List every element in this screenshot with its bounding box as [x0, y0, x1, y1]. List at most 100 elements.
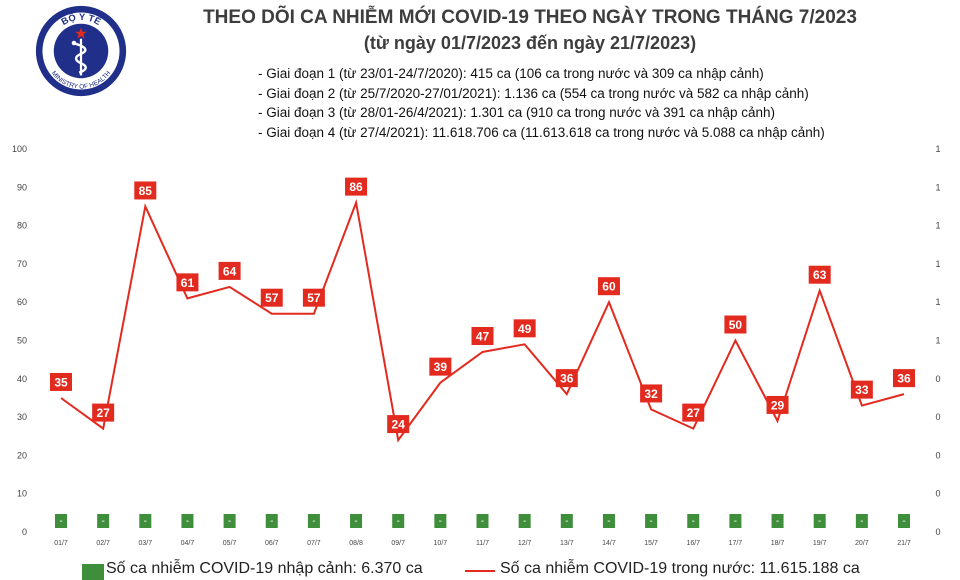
phase-3-text: - Giai đoạn 3 (từ 28/01-26/4/2021): 1.30… — [258, 105, 776, 120]
import-case-bar-label: - — [902, 516, 905, 527]
import-case-bar — [392, 514, 405, 528]
import-case-bar — [55, 514, 67, 528]
left-axis-tick-label: 10 — [17, 489, 27, 499]
domestic-data-label: 32 — [644, 387, 658, 401]
domestic-data-label-box — [808, 265, 831, 284]
right-axis-tick-label: 1 — [935, 297, 940, 307]
import-case-bar — [813, 514, 826, 528]
domestic-data-label-box — [766, 395, 789, 414]
import-case-bar-label: - — [439, 516, 442, 527]
caduceus-icon — [71, 27, 87, 76]
domestic-data-label-box — [92, 403, 115, 422]
right-axis-tick-label: 0 — [935, 412, 940, 422]
chart-legend: Số ca nhiễm COVID-19 nhập cảnh: 6.370 ca… — [0, 556, 960, 580]
right-axis-tick-label: 1 — [935, 144, 940, 154]
import-case-bar-label: - — [59, 516, 62, 527]
import-case-bar-label: - — [860, 516, 863, 527]
import-case-bar-label: - — [186, 516, 189, 527]
domestic-data-label: 57 — [265, 291, 279, 305]
domestic-data-label-box — [640, 384, 663, 403]
domestic-data-label-box — [471, 326, 494, 345]
legend-bar-swatch — [82, 564, 104, 580]
domestic-data-label-box — [302, 288, 325, 307]
x-axis-tick-label: 12/7 — [518, 540, 532, 547]
import-case-bar-label: - — [818, 516, 821, 527]
import-case-bar-label: - — [565, 516, 568, 527]
import-case-bar-label: - — [776, 516, 779, 527]
right-axis-tick-label: 0 — [935, 374, 940, 384]
domestic-data-label-box — [555, 369, 578, 388]
import-case-bar-label: - — [101, 516, 104, 527]
x-axis-tick-label: 11/7 — [476, 540, 489, 547]
domestic-data-label: 39 — [434, 360, 448, 374]
right-axis-tick-label: 0 — [935, 450, 940, 460]
import-case-bar-label: - — [354, 516, 357, 527]
import-case-bar-label: - — [228, 516, 231, 527]
import-case-bar-label: - — [523, 516, 526, 527]
x-axis-tick-label: 17/7 — [729, 540, 743, 547]
x-axis-tick-label: 04/7 — [181, 540, 195, 547]
left-axis-tick-label: 50 — [17, 336, 27, 346]
domestic-data-label-box — [50, 372, 72, 391]
right-axis-tick-label: 1 — [935, 182, 940, 192]
left-axis-tick-label: 60 — [17, 297, 27, 307]
domestic-data-label: 57 — [307, 291, 321, 305]
legend-bar-label: Số ca nhiễm COVID-19 nhập cảnh: 6.370 ca — [106, 560, 423, 577]
x-axis-tick-label: 15/7 — [644, 540, 658, 547]
domestic-cases-line — [60, 198, 905, 443]
x-axis-tick-label: 09/7 — [391, 540, 405, 547]
x-axis-tick-label: 18/7 — [771, 540, 785, 547]
domestic-data-label: 33 — [855, 383, 869, 397]
domestic-data-label-box — [429, 357, 452, 376]
x-axis-tick-label: 20/7 — [855, 540, 869, 547]
right-axis-tick-label: 0 — [935, 527, 940, 537]
x-axis-tick-label: 16/7 — [686, 540, 700, 547]
domestic-data-label-box — [597, 277, 620, 296]
import-case-bar — [139, 514, 152, 528]
x-axis-tick-label: 14/7 — [602, 540, 616, 547]
left-axis-tick-label: 80 — [17, 221, 27, 231]
x-axis-tick-label: 19/7 — [813, 540, 827, 547]
import-case-bar-label: - — [312, 516, 315, 527]
chart-subtitle: (từ ngày 01/7/2023 đến ngày 21/7/2023) — [363, 33, 697, 53]
import-case-bar — [898, 514, 910, 528]
domestic-data-label: 24 — [392, 418, 406, 432]
phase-4-text: - Giai đoạn 4 (từ 27/4/2021): 11.618.706… — [258, 124, 825, 140]
chart-title: THEO DÕI CA NHIỄM MỚI COVID-19 THEO NGÀY… — [203, 7, 857, 28]
domestic-data-label-box — [850, 380, 873, 399]
import-case-bar — [771, 514, 784, 528]
domestic-data-label: 27 — [96, 406, 110, 420]
domestic-data-label: 27 — [687, 406, 701, 420]
phase-2-text: - Giai đoạn 2 (từ 25/7/2020-27/01/2021):… — [258, 85, 809, 101]
x-axis-tick-label: 01/7 — [54, 540, 68, 547]
x-axis-tick-label: 03/7 — [138, 540, 152, 547]
domestic-data-label-box — [176, 273, 199, 292]
left-axis-tick-label: 40 — [17, 374, 27, 384]
legend-line-swatch — [465, 570, 495, 572]
import-case-bar — [687, 514, 700, 528]
domestic-data-label: 60 — [602, 280, 616, 294]
import-case-bar — [223, 514, 236, 528]
left-axis-tick-label: 20 — [17, 450, 27, 460]
import-case-bar — [476, 514, 489, 528]
phase-1-text: - Giai đoạn 1 (từ 23/01-24/7/2020): 415 … — [258, 66, 764, 81]
import-case-bar — [729, 514, 742, 528]
import-case-bar — [855, 514, 868, 528]
domestic-data-label: 29 — [771, 398, 785, 412]
right-axis-tick-label: 1 — [935, 221, 940, 231]
x-axis-tick-label: 05/7 — [223, 540, 237, 547]
import-case-bar — [434, 514, 447, 528]
import-case-bar — [645, 514, 658, 528]
import-case-bar — [265, 514, 278, 528]
phase-summary: - Giai đoạn 1 (từ 23/01-24/7/2020): 415 … — [258, 64, 825, 142]
domestic-data-label-box — [724, 315, 747, 334]
domestic-data-label: 64 — [223, 264, 237, 278]
import-case-bar-label: - — [649, 516, 652, 527]
left-axis-tick-label: 70 — [17, 259, 27, 269]
legend-line-label: Số ca nhiễm COVID-19 trong nước: 11.615.… — [500, 560, 860, 577]
x-axis-tick-label: 10/7 — [434, 540, 448, 547]
domestic-data-label: 85 — [139, 184, 153, 198]
import-case-bar-label: - — [692, 516, 695, 527]
import-case-bar — [97, 514, 110, 528]
